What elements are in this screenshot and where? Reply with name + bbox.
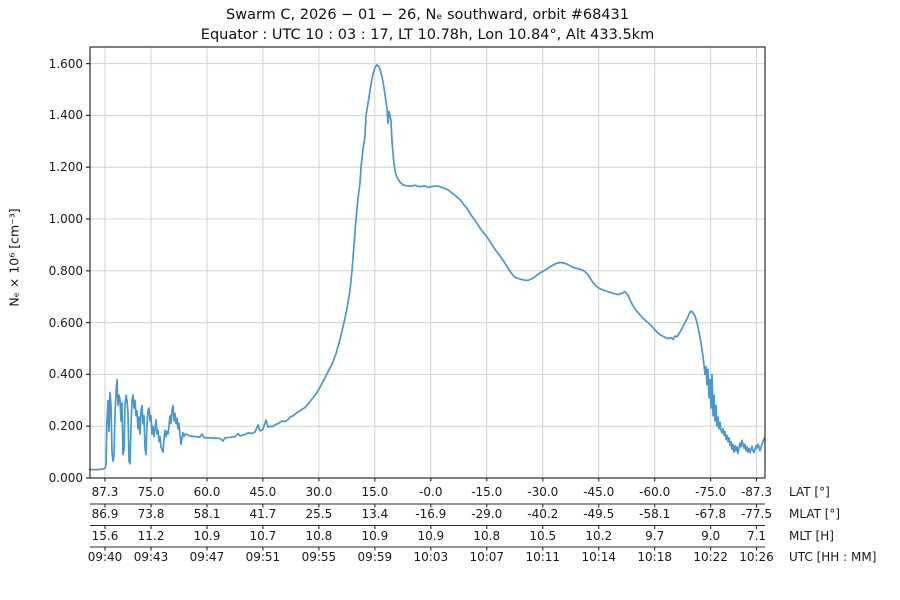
x-tick-label-mlat: -29.0	[471, 507, 503, 521]
x-tick-label-utc: 09:40	[87, 550, 123, 564]
figure-title: Swarm C, 2026 − 01 − 26, Nₑ southward, o…	[226, 7, 629, 23]
x-tick-label-utc: 10:18	[637, 550, 672, 564]
x-tick-label-mlat: 58.1	[193, 507, 221, 521]
x-tick-label-mlt: 10.8	[473, 528, 501, 543]
x-tick-label-utc: 10:07	[469, 550, 505, 564]
x-tick-label-lat: 30.0	[305, 484, 333, 499]
x-tick-label-mlt: 10.9	[361, 528, 389, 543]
x-tick-label-mlt: 9.7	[645, 528, 665, 543]
x-tick-label-lat: -87.3	[740, 484, 773, 499]
x-tick-label-mlt: 10.9	[193, 528, 221, 543]
x-tick-label-lat: 75.0	[137, 484, 165, 499]
axis-row-unit-label: UTC [HH : MM]	[789, 550, 877, 564]
x-tick-label-lat: 45.0	[249, 484, 277, 499]
x-tick-label-lat: -0.0	[419, 484, 443, 499]
x-tick-label-mlat: -58.1	[639, 507, 671, 521]
x-tick-label-utc: 09:55	[301, 550, 337, 564]
x-tick-label-mlat: 73.8	[137, 507, 165, 521]
x-tick-label-utc: 09:47	[189, 550, 225, 564]
y-tick-label: 0.800	[48, 263, 83, 278]
ne-density-curve	[89, 64, 765, 471]
x-tick-label-utc: 10:14	[581, 550, 617, 564]
x-tick-label-utc: 09:43	[133, 550, 169, 564]
x-tick-label-mlat: -40.2	[527, 507, 559, 521]
axis-row-unit-label: MLAT [°]	[789, 507, 841, 521]
x-tick-label-lat: 15.0	[361, 484, 389, 499]
x-tick-label-mlt: 10.9	[417, 528, 445, 543]
x-tick-label-utc: 09:59	[357, 550, 393, 564]
x-tick-label-lat: -15.0	[471, 484, 503, 499]
x-tick-label-mlt: 10.2	[585, 528, 613, 543]
x-tick-label-utc: 09:51	[245, 550, 281, 564]
x-tick-label-mlat: 41.7	[249, 507, 277, 521]
y-tick-label: 0.600	[48, 315, 83, 330]
plot-border	[89, 46, 766, 479]
x-tick-label-mlat: -77.5	[740, 507, 773, 521]
x-tick-label-lat: -60.0	[639, 484, 671, 499]
x-tick-label-mlt: 10.5	[529, 528, 557, 543]
x-tick-label-mlat: -67.8	[695, 507, 727, 521]
y-tick-label: 0.000	[48, 471, 83, 485]
x-tick-label-mlat: 13.4	[361, 507, 389, 521]
x-tick-label-mlt: 9.0	[701, 528, 721, 543]
x-tick-label-mlt: 11.2	[137, 528, 165, 543]
y-tick-label: 1.400	[48, 108, 83, 123]
x-tick-label-mlat: -49.5	[583, 507, 615, 521]
y-tick-label: 0.200	[48, 419, 83, 434]
x-tick-label-lat: -30.0	[527, 484, 559, 499]
figure-subtitle: Equator : UTC 10 : 03 : 17, LT 10.78h, L…	[200, 27, 655, 43]
x-tick-label-utc: 10:22	[693, 550, 728, 564]
x-tick-label-utc: 10:03	[413, 550, 449, 564]
y-tick-label: 1.000	[48, 212, 83, 226]
x-tick-label-mlt: 15.6	[91, 528, 119, 543]
x-tick-label-lat: 87.3	[91, 484, 119, 499]
axis-row-unit-label: LAT [°]	[789, 484, 830, 499]
x-tick-label-lat: 60.0	[193, 484, 221, 499]
x-tick-label-mlat: -16.9	[415, 507, 447, 521]
x-tick-label-mlat: 86.9	[91, 507, 119, 521]
x-tick-label-utc: 10:11	[525, 550, 561, 564]
axis-row-unit-label: MLT [H]	[789, 528, 834, 543]
x-tick-label-utc: 10:26	[739, 550, 774, 564]
x-tick-label-mlat: 25.5	[305, 507, 333, 521]
x-tick-label-mlt: 10.7	[249, 528, 277, 543]
x-tick-label-lat: -75.0	[695, 484, 727, 499]
y-tick-label: 1.600	[48, 56, 83, 71]
y-tick-label: 1.200	[48, 160, 83, 175]
x-tick-label-mlt: 10.8	[305, 528, 333, 543]
x-tick-label-lat: -45.0	[583, 484, 615, 499]
x-tick-label-mlt: 7.1	[746, 528, 767, 543]
y-tick-label: 0.400	[48, 367, 83, 382]
